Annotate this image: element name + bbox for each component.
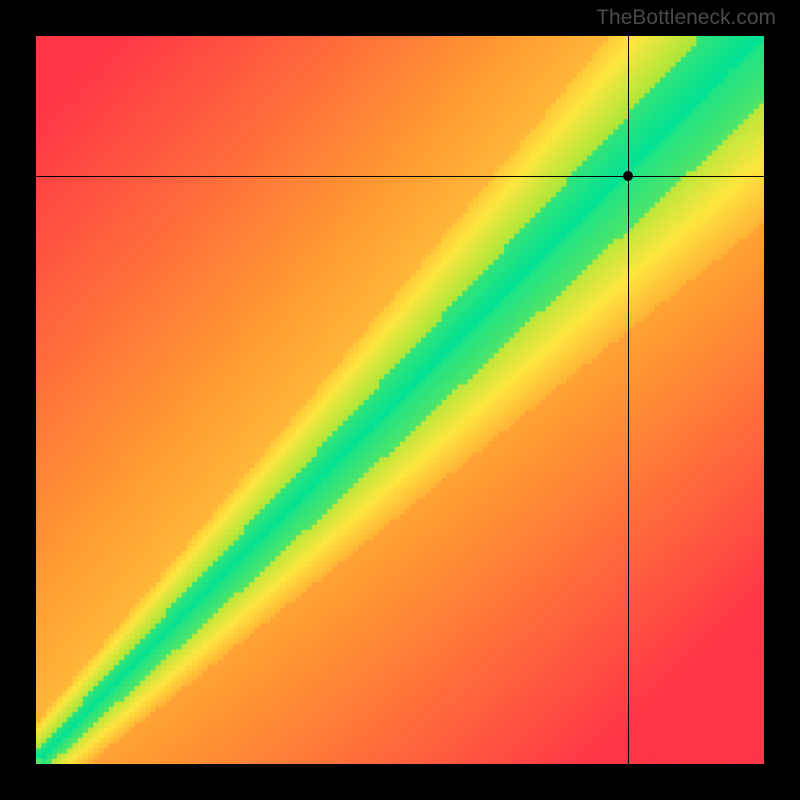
crosshair-vertical (628, 36, 629, 764)
watermark-text: TheBottleneck.com (596, 6, 776, 30)
crosshair-marker (623, 171, 633, 181)
crosshair-horizontal (36, 176, 764, 177)
heatmap-chart (36, 36, 764, 764)
heatmap-canvas (36, 36, 764, 764)
